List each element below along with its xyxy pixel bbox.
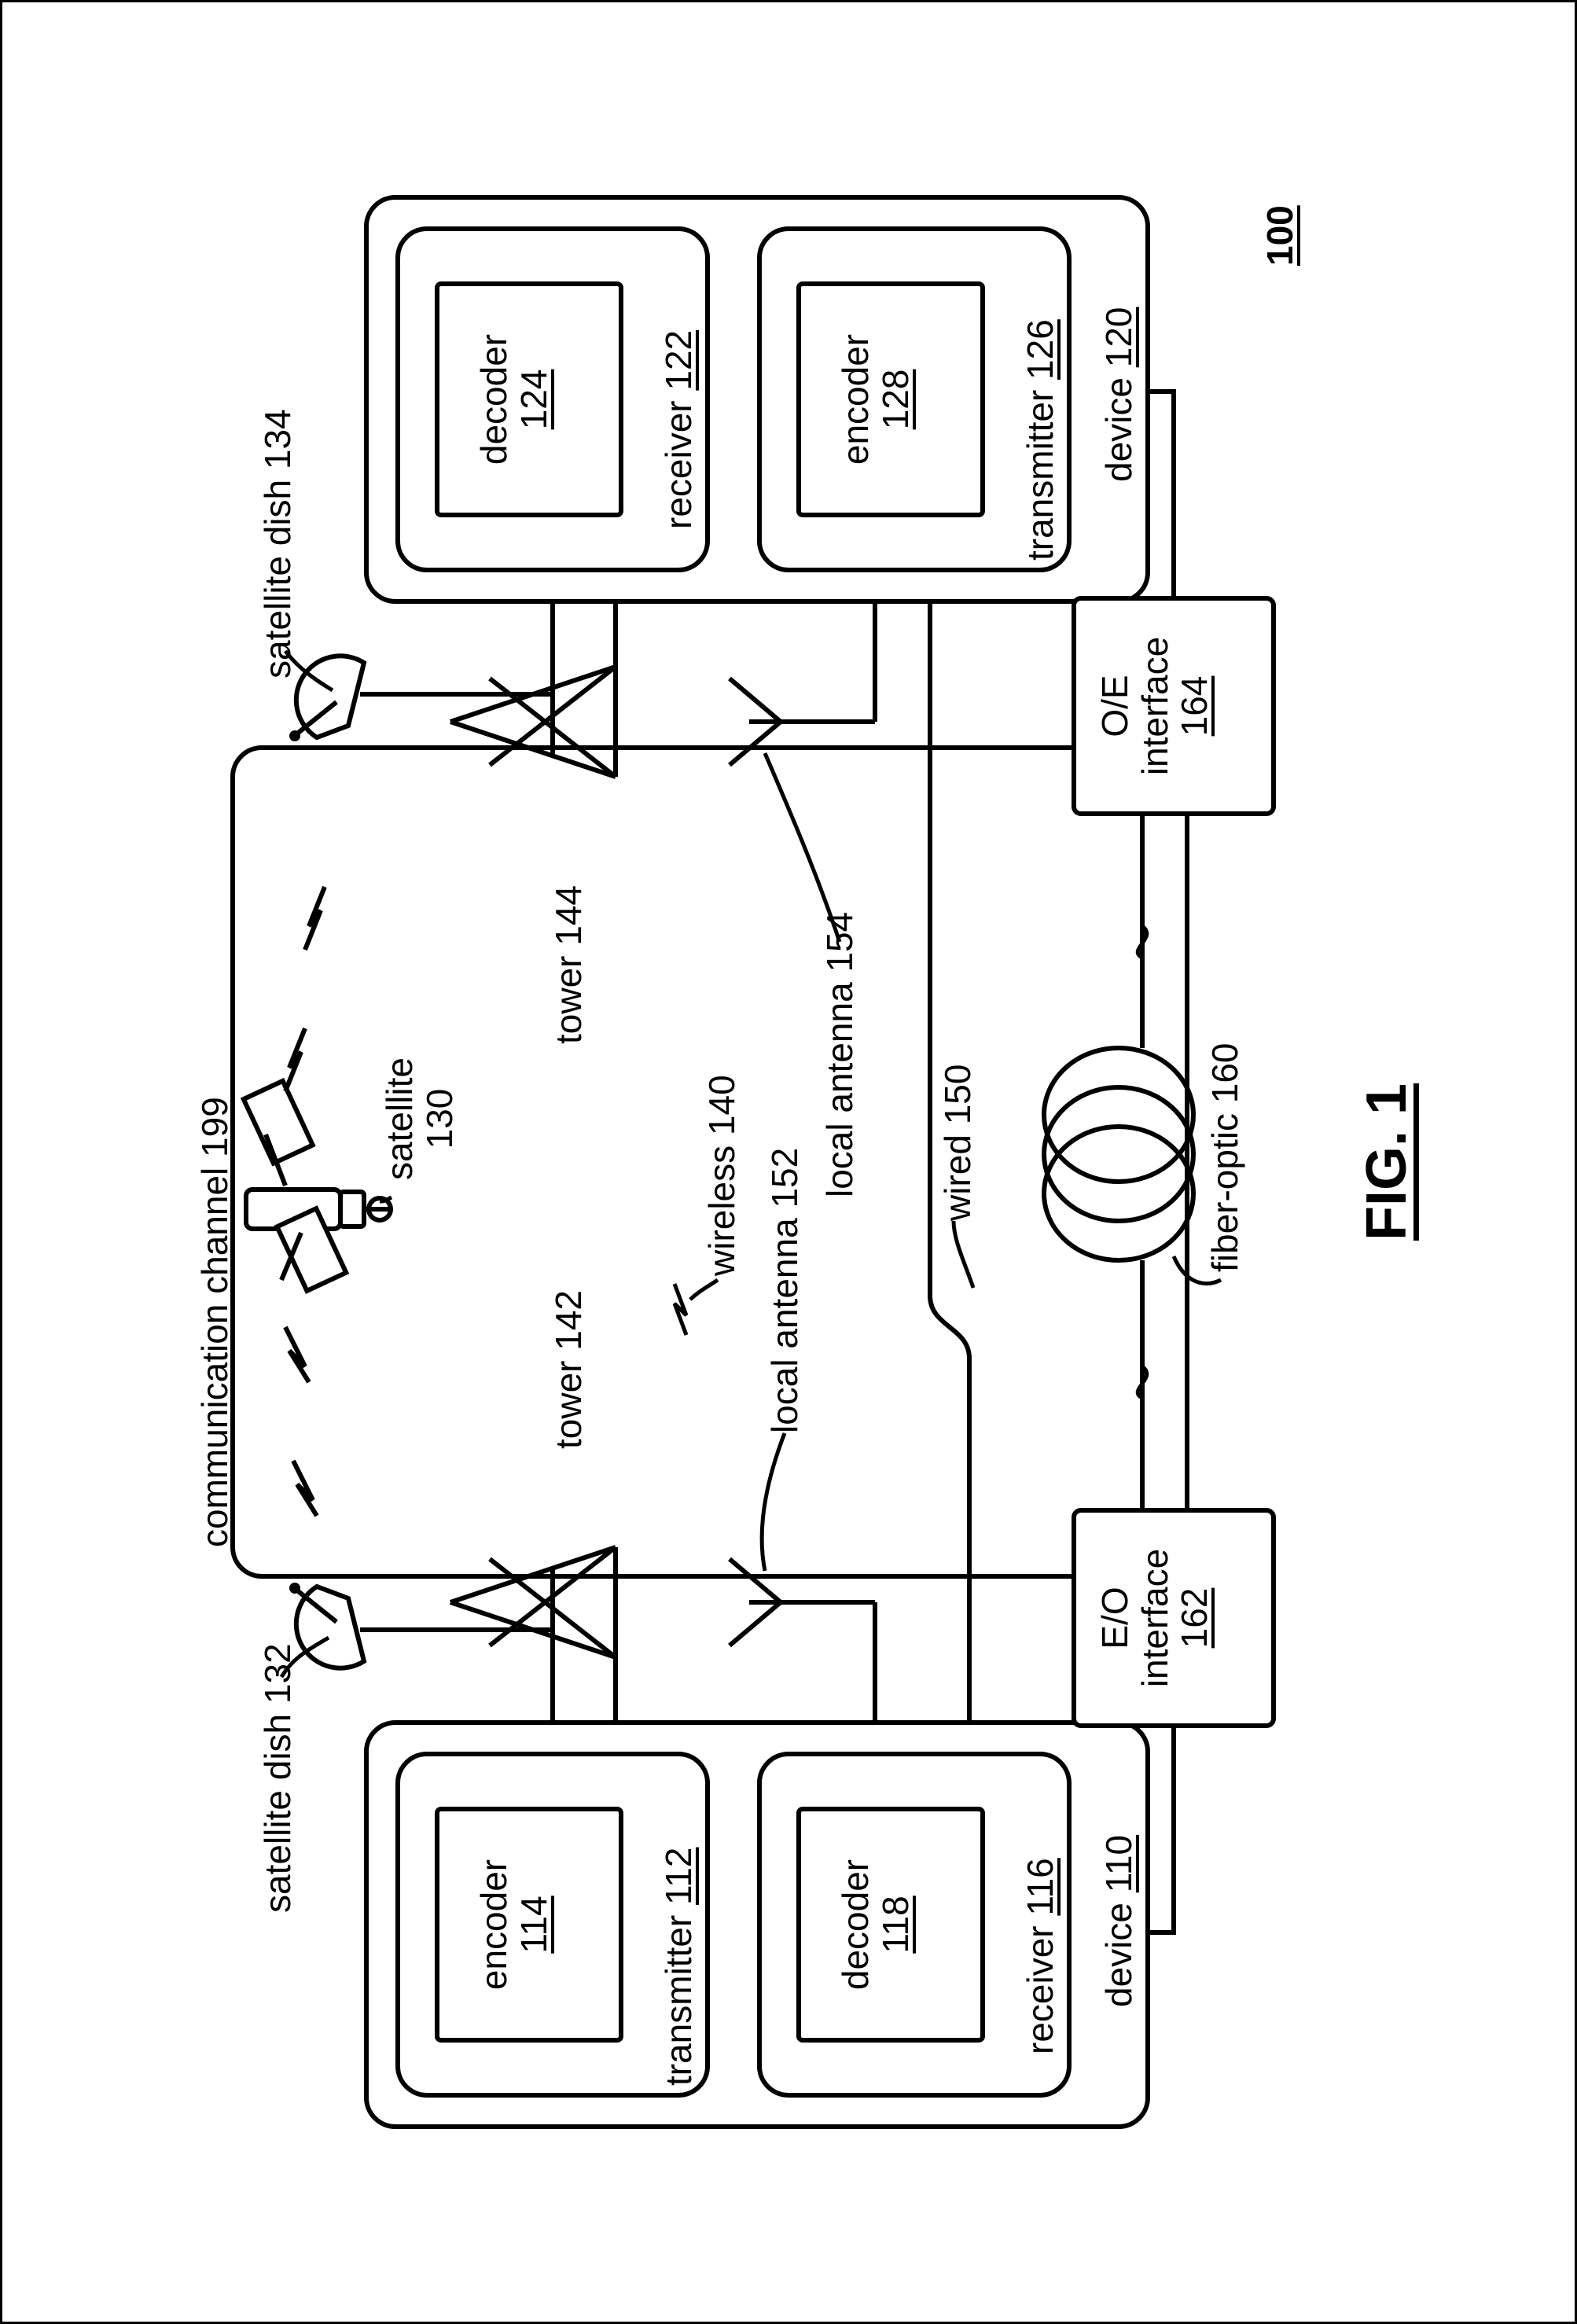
oe-text1: O/E [1094, 675, 1135, 737]
figure-label: FIG. 1 [1355, 1083, 1419, 1241]
encoder-128-ref: 128 [875, 370, 916, 430]
transmitter-112-text: transmitter [658, 1915, 699, 2086]
dish-132-ref: 132 [257, 1643, 298, 1704]
eo-ref: 162 [1174, 1588, 1215, 1649]
decoder-124-ref: 124 [513, 370, 554, 430]
wired-ref: 150 [937, 1065, 978, 1125]
system-ref: 100 [1260, 205, 1300, 266]
transmitter-112-ref: 112 [658, 1848, 699, 1905]
ant-154-text: local antenna [819, 982, 860, 1197]
transmitter-126-text: transmitter [1020, 390, 1061, 561]
fiber-ref: 160 [1204, 1043, 1245, 1104]
wireless-ref: 140 [701, 1075, 742, 1135]
channel-ref: 199 [194, 1097, 235, 1157]
eo-label: E/O interface 162 [1095, 1547, 1215, 1689]
tower-142-label: tower 142 [549, 1290, 589, 1449]
tower-144-label: tower 144 [549, 885, 589, 1044]
ant-152-label: local antenna 152 [765, 1148, 805, 1433]
channel-text: communication channel [194, 1168, 235, 1547]
ant-154-ref: 154 [819, 912, 860, 973]
tower-142-ref: 142 [548, 1290, 589, 1351]
transmitter-126-ref: 126 [1020, 319, 1061, 380]
device-120-label: device 120 [1099, 307, 1139, 483]
wired-text: wired [937, 1134, 978, 1221]
dish-132-label: satellite dish 132 [258, 1643, 298, 1913]
receiver-116-text: receiver [1020, 1925, 1061, 2054]
decoder-124-text: decoder [473, 334, 514, 465]
page-frame: communication channel 199 encoder 114 tr… [0, 0, 1577, 2324]
tower-144-text: tower [548, 956, 589, 1044]
transmitter-112-label: transmitter 112 [659, 1848, 699, 2086]
receiver-122-ref: 122 [658, 330, 699, 391]
encoder-128-label: encoder 128 [836, 333, 915, 466]
wireless-label: wireless 140 [702, 1075, 742, 1276]
oe-ref: 164 [1174, 676, 1215, 737]
decoder-124-label: decoder 124 [474, 333, 553, 466]
satellite-ref: 130 [419, 1089, 460, 1149]
wired-label: wired 150 [938, 1065, 978, 1221]
oe-text2: interface [1134, 637, 1175, 775]
device-120-text: device [1098, 377, 1139, 482]
dish-right-icon [289, 656, 407, 741]
device-110-ref: 110 [1098, 1835, 1139, 1892]
decoder-118-ref: 118 [875, 1896, 916, 1953]
dish-132-text: satellite dish [257, 1714, 298, 1913]
ant-152-text: local antenna [764, 1218, 805, 1433]
device-110-label: device 110 [1099, 1835, 1139, 2007]
fiber-label: fiber-optic 160 [1205, 1043, 1245, 1273]
encoder-114-label: encoder 114 [474, 1858, 553, 1991]
satellite-text: satellite [379, 1057, 420, 1180]
dish-134-label: satellite dish 134 [258, 409, 298, 678]
satellite-label: satellite 130 [380, 1040, 459, 1197]
receiver-122-text: receiver [658, 400, 699, 529]
tower-142-text: tower [548, 1361, 589, 1449]
channel-label: communication channel 199 [195, 1097, 235, 1547]
dish-134-text: satellite dish [257, 480, 298, 678]
device-110-text: device [1098, 1903, 1139, 2007]
diagram-canvas: communication channel 199 encoder 114 tr… [81, 101, 1496, 2223]
dish-134-ref: 134 [257, 409, 298, 469]
eo-text2: interface [1134, 1549, 1175, 1687]
wireless-text: wireless [701, 1145, 742, 1276]
transmitter-126-label: transmitter 126 [1020, 319, 1061, 561]
dish-left-icon [289, 1583, 407, 1668]
encoder-114-text: encoder [473, 1859, 514, 1990]
decoder-118-label: decoder 118 [836, 1858, 915, 1991]
receiver-122-label: receiver 122 [659, 330, 699, 529]
decoder-118-text: decoder [835, 1859, 876, 1990]
receiver-116-ref: 116 [1020, 1858, 1061, 1915]
system-ref-num: 100 [1259, 205, 1300, 266]
tower-144-ref: 144 [548, 885, 589, 946]
oe-label: O/E interface 164 [1095, 635, 1215, 777]
fiber-text: fiber-optic [1204, 1113, 1245, 1272]
device-120-ref: 120 [1098, 307, 1139, 368]
encoder-128-text: encoder [835, 334, 876, 465]
ant-152-ref: 152 [764, 1148, 805, 1208]
eo-text1: E/O [1094, 1587, 1135, 1649]
ant-154-label: local antenna 154 [820, 912, 860, 1197]
encoder-114-ref: 114 [513, 1896, 554, 1953]
receiver-116-label: receiver 116 [1020, 1858, 1061, 2054]
